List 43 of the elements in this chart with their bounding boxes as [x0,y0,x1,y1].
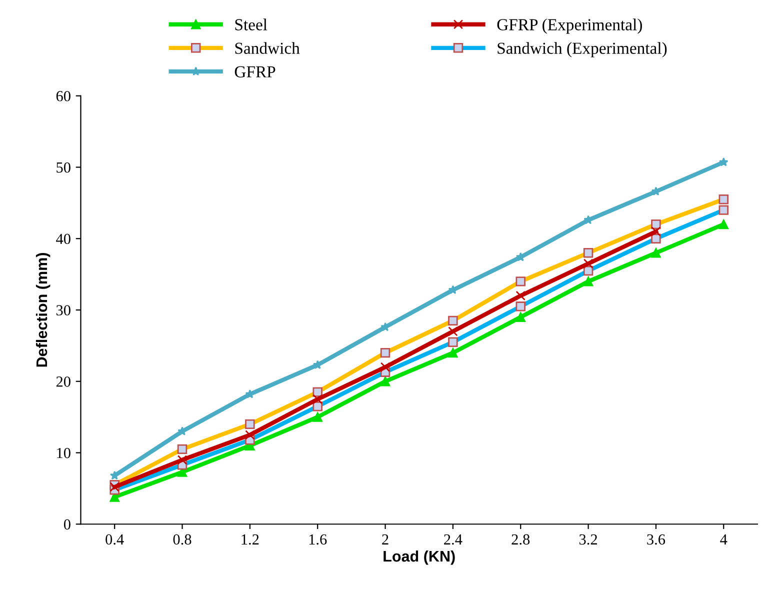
point [718,219,728,230]
y-tick-label: 30 [56,305,70,316]
point [516,312,526,322]
y-axis-title: Deflection (mm) [36,253,50,367]
point [448,326,458,336]
x-tick-label: 2 [382,534,388,544]
y-tick-label: 0 [64,519,70,530]
point [380,376,390,386]
x-tick-label: 1.6 [309,534,327,545]
point [245,430,255,440]
point [651,248,661,258]
x-tick-label: 4 [720,534,728,544]
point [516,290,526,301]
legend-label: Sandwich (Experimental) [498,42,667,58]
point [516,252,526,262]
x-axis-title: Load (KN) [384,550,455,565]
y-tick-label: 40 [56,234,70,244]
legend-label: GFRP [234,66,276,78]
legend-label: Steel [235,18,268,30]
point [583,258,594,268]
point [583,276,594,286]
x-tick-label: 3.2 [579,534,597,545]
point [312,360,322,370]
legend-label: Sandwich [235,42,300,54]
x-tick-label: 2.4 [444,534,462,545]
point [448,348,458,358]
point [110,470,120,480]
x-tick-label: 1.2 [242,534,259,545]
point [312,412,322,422]
point [312,394,322,404]
y-tick-label: 10 [57,448,70,458]
y-tick-label: 50 [56,162,70,173]
point [651,226,661,236]
x-tick-label: 2.8 [512,534,530,545]
point [718,157,728,166]
x-tick-label: 0.8 [173,534,192,545]
point [177,455,188,465]
legend-label: GFRP (Experimental) [497,18,642,34]
x-tick-label: 3.6 [647,534,666,545]
y-tick-label: 20 [56,376,70,387]
x-tick-label: 0.4 [106,534,124,545]
y-tick-label: 60 [56,90,70,102]
point [380,362,390,372]
